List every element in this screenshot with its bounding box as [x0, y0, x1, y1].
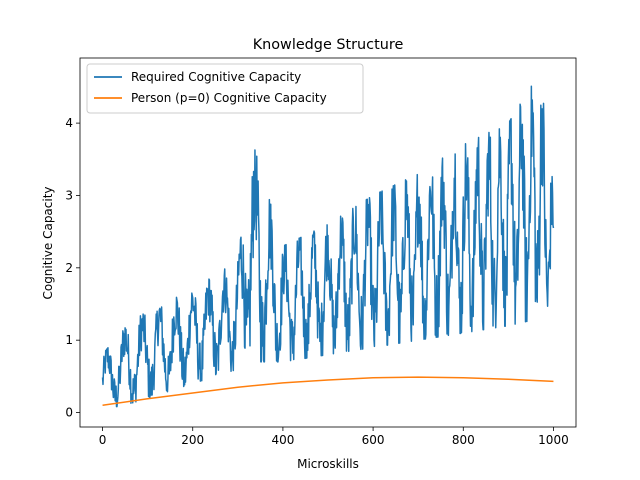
x-axis-ticks: 0 200 400 600 800 1000 — [99, 427, 569, 447]
x-tick-label: 0 — [99, 433, 107, 447]
series-required-line — [101, 85, 555, 408]
x-tick-label: 200 — [181, 433, 204, 447]
axes-frame — [79, 57, 577, 428]
x-tick-label: 800 — [452, 433, 475, 447]
x-tick-label: 1000 — [538, 433, 569, 447]
legend: Required Cognitive Capacity Person (p=0)… — [86, 63, 364, 114]
y-tick-label: 3 — [65, 188, 73, 202]
y-tick-label: 0 — [65, 406, 73, 420]
x-tick-label: 600 — [362, 433, 385, 447]
x-axis-label: Microskills — [297, 457, 359, 471]
y-tick-label: 4 — [65, 116, 73, 130]
y-tick-label: 1 — [65, 333, 73, 347]
x-tick-label: 400 — [271, 433, 294, 447]
y-tick-label: 2 — [65, 261, 73, 275]
plot-area — [79, 57, 577, 428]
y-axis-label: Cognitive Capacity — [41, 186, 55, 299]
chart-title: Knowledge Structure — [253, 37, 404, 53]
legend-label-person: Person (p=0) Cognitive Capacity — [131, 91, 327, 105]
series-layer — [101, 85, 555, 408]
y-axis-ticks: 0 1 2 3 4 — [65, 116, 80, 420]
legend-label-required: Required Cognitive Capacity — [131, 70, 301, 84]
series-person-line — [102, 376, 554, 407]
legend-box — [86, 63, 364, 114]
